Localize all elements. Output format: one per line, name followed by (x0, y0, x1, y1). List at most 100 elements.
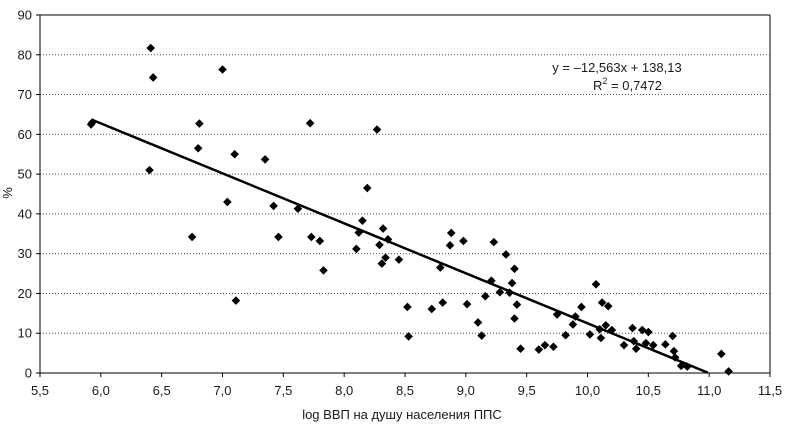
data-point (307, 232, 316, 242)
r-squared-exp: 2 (602, 76, 607, 86)
data-point (596, 333, 606, 343)
x-tick-label: 10,5 (636, 383, 661, 398)
data-point (352, 244, 361, 254)
y-tick-label: 50 (18, 167, 32, 182)
x-tick-label: 10,0 (575, 383, 600, 398)
data-point (148, 73, 158, 82)
data-point (644, 327, 653, 337)
data-point (717, 349, 726, 359)
data-point (231, 296, 241, 305)
data-point (195, 119, 204, 128)
data-point (260, 155, 270, 164)
data-point (378, 224, 388, 233)
data-point (435, 263, 445, 272)
data-point (591, 279, 601, 289)
x-tick-label: 7,0 (213, 383, 231, 398)
x-tick-label: 9,5 (518, 383, 536, 398)
data-point (315, 236, 325, 246)
x-tick-labels: 5,5 6,0 6,5 7,0 7,5 8,0 8,5 9,0 9,5 10,0 10,5 11,0 1… (31, 383, 782, 398)
y-tick-label: 10 (18, 326, 32, 341)
y-tick-label: 90 (18, 8, 32, 23)
data-point (462, 299, 472, 309)
trend-equation: y = –12,563x + 138,13 (552, 60, 681, 75)
data-point (404, 332, 413, 341)
data-point (512, 300, 522, 309)
trend-line (91, 118, 709, 374)
data-point (193, 143, 203, 153)
x-tick-label: 5,5 (31, 383, 49, 398)
r-squared-value: = 0,7472 (607, 78, 662, 93)
x-tick-label: 6,5 (153, 383, 171, 398)
data-point (372, 125, 382, 134)
data-point (540, 340, 550, 350)
data-point (510, 314, 519, 323)
data-point (362, 183, 372, 193)
data-point (383, 235, 393, 244)
data-point (146, 43, 156, 53)
data-point (676, 361, 686, 371)
data-point (619, 340, 629, 350)
x-axis-label: log ВВП на душу населения ППС (302, 407, 502, 422)
data-point (661, 340, 670, 349)
data-point (552, 310, 562, 319)
x-tick-label: 9,0 (457, 383, 475, 398)
x-tick-label: 6,0 (92, 383, 110, 398)
data-point (577, 302, 586, 312)
data-point (489, 237, 499, 247)
data-point (274, 232, 283, 242)
data-point (585, 330, 595, 339)
r-squared-prefix: R (593, 78, 602, 93)
data-point (628, 323, 637, 333)
axes (36, 14, 771, 377)
y-tick-label: 60 (18, 127, 32, 142)
data-point (459, 236, 468, 246)
data-point (145, 165, 154, 175)
data-point (445, 241, 455, 250)
y-tick-label: 70 (18, 87, 32, 102)
data-point (218, 65, 227, 74)
data-point (648, 340, 658, 350)
data-point (607, 325, 617, 335)
data-point (724, 367, 733, 376)
data-point (223, 197, 232, 207)
data-point (481, 291, 490, 301)
data-point (375, 240, 384, 250)
y-tick-labels: 0 10 20 30 40 50 60 70 80 90 (18, 8, 32, 381)
data-point (668, 331, 677, 341)
data-point (516, 344, 525, 354)
y-tick-label: 0 (25, 366, 32, 381)
r-squared-label: R2 = 0,7472 (593, 76, 662, 93)
data-point (505, 288, 514, 297)
x-tick-label: 11,5 (758, 383, 782, 398)
data-point (269, 201, 278, 211)
data-point (403, 302, 412, 312)
data-point (381, 253, 390, 262)
data-point (637, 325, 647, 335)
data-point (88, 118, 97, 127)
y-axis-label: % (0, 187, 15, 199)
data-point (510, 264, 519, 274)
data-point (629, 336, 639, 346)
data-point (487, 276, 496, 286)
data-point (438, 298, 448, 307)
data-point (631, 344, 641, 354)
data-point (427, 304, 437, 314)
x-tick-label: 11,0 (697, 383, 721, 398)
data-point (549, 342, 558, 352)
data-point (641, 338, 651, 348)
data-point (670, 353, 680, 362)
data-point (501, 250, 511, 259)
y-tick-label: 20 (18, 286, 32, 301)
data-point (669, 346, 679, 356)
data-point (305, 118, 315, 128)
data-point (495, 287, 505, 297)
data-point (477, 331, 486, 340)
data-point (597, 298, 607, 307)
data-point (377, 259, 387, 268)
data-point (534, 345, 544, 354)
data-point (682, 362, 692, 371)
data-point (507, 278, 517, 288)
data-point (603, 301, 613, 311)
x-tick-label: 7,5 (274, 383, 292, 398)
